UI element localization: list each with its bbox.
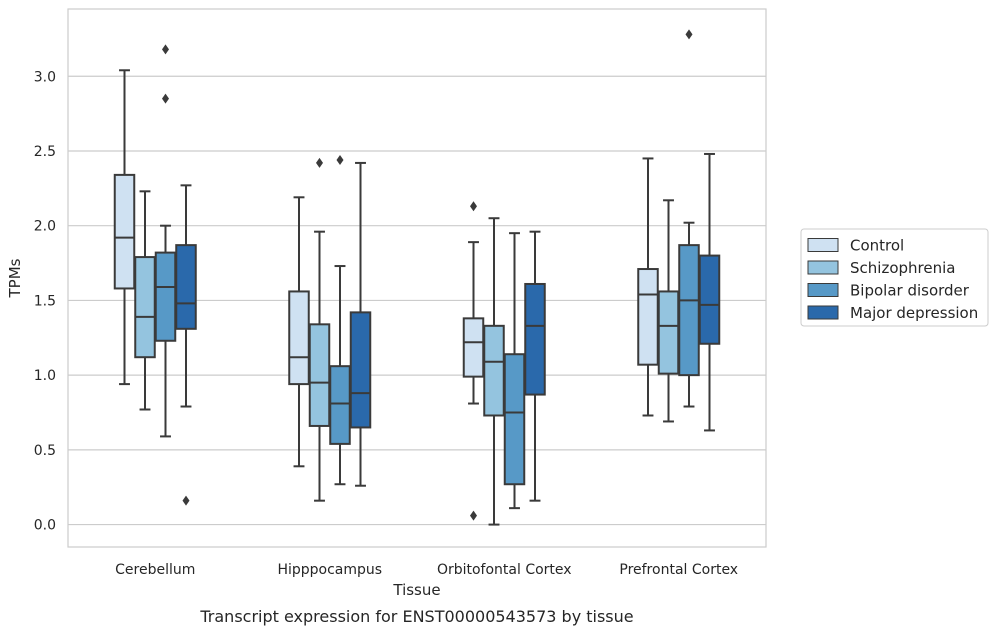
box-iqr	[154, 251, 177, 342]
box-iqr	[524, 282, 546, 396]
box-iqr	[349, 311, 372, 429]
y-tick-label: 0.0	[34, 518, 56, 534]
outlier-point	[316, 157, 323, 168]
y-tick-label: 2.0	[34, 219, 56, 235]
box-0-2	[462, 201, 485, 521]
box-iqr	[113, 173, 136, 290]
box-0-0	[113, 69, 136, 386]
legend-frame	[800, 228, 989, 327]
legend-label: Control	[850, 237, 904, 255]
box-groups	[113, 29, 721, 526]
box-1-1	[308, 157, 331, 502]
box-iqr	[637, 268, 659, 366]
legend-swatch	[807, 260, 839, 275]
x-tick-label: Orbitofontal Cortex	[437, 562, 572, 578]
y-tick-label: 0.5	[34, 443, 56, 459]
box-3-3	[698, 152, 721, 432]
outlier-point	[470, 201, 477, 212]
box-iqr	[678, 244, 700, 377]
chart-caption: Transcript expression for ENST0000054357…	[199, 607, 633, 626]
legend-label: Major depression	[850, 304, 978, 322]
box-2-0	[154, 44, 177, 438]
outlier-point	[182, 495, 190, 506]
legend: Control Schizophrenia Bipolar disorder Majo…	[800, 228, 989, 327]
box-iqr	[657, 290, 680, 375]
y-axis-ticks: 0.0 0.5 1.0 1.5 2.0 2.5 3.0	[34, 69, 56, 533]
box-iqr	[329, 365, 351, 445]
box-iqr	[134, 256, 156, 359]
y-tick-label: 1.0	[34, 368, 56, 384]
box-1-3	[657, 199, 680, 423]
x-tick-label: Hipppocampus	[277, 562, 382, 578]
box-iqr	[698, 254, 721, 345]
legend-swatch	[807, 238, 839, 252]
plot-frame	[67, 8, 767, 548]
legend-swatch	[807, 305, 839, 320]
x-axis-ticks: Cerebellum Hipppocampus Orbitofontal Corte…	[115, 562, 738, 578]
box-1-2	[483, 217, 505, 526]
legend-label: Bipolar disorder	[850, 282, 970, 300]
y-tick-label: 3.0	[34, 69, 56, 85]
y-axis-label: TPMs	[6, 258, 24, 298]
box-iqr	[175, 244, 197, 330]
outlier-point	[685, 29, 693, 40]
box-iqr	[462, 317, 485, 378]
legend-label: Schizophrenia	[850, 259, 955, 277]
box-iqr	[483, 324, 505, 417]
x-axis-label: Tissue	[392, 581, 440, 599]
box-3-0	[175, 184, 197, 506]
box-iqr	[288, 290, 310, 386]
box-3-2	[524, 230, 546, 502]
y-tick-label: 2.5	[34, 144, 56, 160]
box-0-3	[637, 157, 659, 417]
box-2-1	[329, 154, 351, 486]
box-1-0	[134, 190, 156, 411]
legend-swatch	[807, 283, 839, 297]
outlier-point	[336, 154, 344, 165]
outlier-point	[470, 510, 477, 521]
outlier-point	[162, 44, 169, 55]
x-tick-label: Prefrontal Cortex	[619, 562, 738, 578]
outlier-point	[162, 93, 169, 104]
box-iqr	[503, 353, 526, 486]
x-tick-label: Cerebellum	[115, 562, 195, 578]
box-iqr	[308, 323, 331, 427]
box-3-1	[349, 161, 372, 487]
box-2-2	[503, 232, 526, 510]
y-tick-label: 1.5	[34, 293, 56, 309]
